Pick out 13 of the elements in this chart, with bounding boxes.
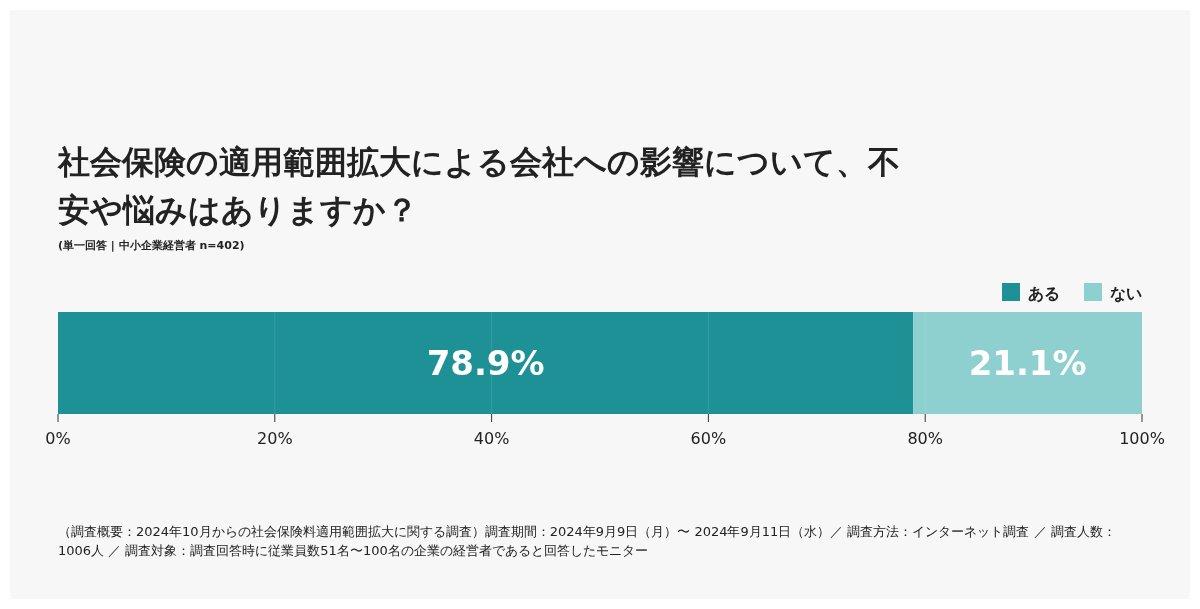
chart-subtitle: (単一回答 | 中小企業経営者 n=402) (58, 238, 245, 253)
x-tick-label: 60% (690, 429, 727, 448)
legend-label: ある (1028, 284, 1060, 303)
x-tick-label: 40% (473, 429, 510, 448)
x-tick-label: 100% (1119, 429, 1165, 448)
data-label: 21.1% (968, 343, 1087, 383)
text: （調査概要：2024年10月からの社会保険料適用範囲拡大に関する調査）調査期間：2024年9月9日（月）〜 2024年9月11日（水）／ 調査方法：インターネット調査 ／ 調査人数：1006人 ／ 調査対象：調査回答時に従業員数51名〜100名の企業の経営者であると回答したモニター (58, 523, 1117, 560)
data-label: 78.9% (426, 343, 545, 383)
x-tick-label: 80% (907, 429, 943, 448)
legend-label: ない (1110, 284, 1142, 303)
x-tick-label: 0% (45, 429, 71, 448)
x-tick-label: 20% (257, 429, 293, 448)
chart-title: 社会保険の適用範囲拡大による会社への影響について、不安や悩みはありますか？ (58, 142, 901, 231)
